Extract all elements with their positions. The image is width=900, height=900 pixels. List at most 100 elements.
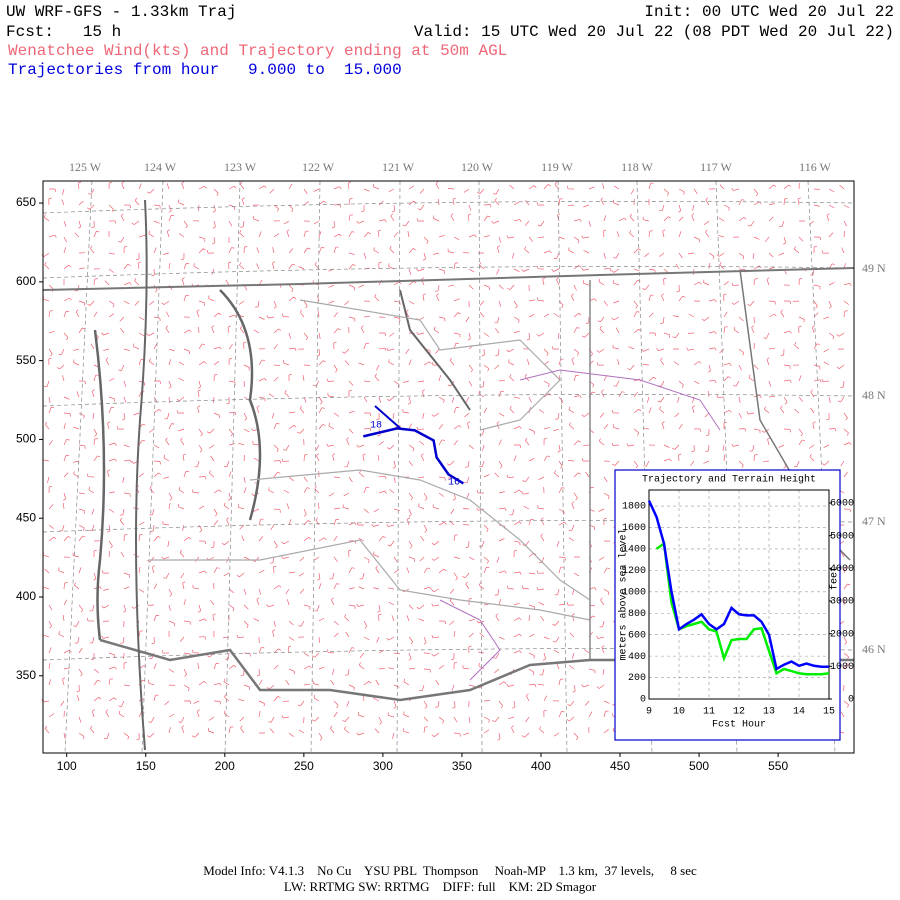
y2-tick-label: 5000 (830, 531, 854, 542)
trajectory-label: 18 (370, 421, 382, 432)
trajectory-label: 16 (448, 478, 460, 489)
graticule (42, 394, 855, 407)
latitude-label: 49 N (862, 261, 886, 275)
longitude-label: 116 W (799, 160, 831, 174)
x-tick-label: 500 (689, 759, 709, 773)
x-tick-label: 150 (136, 759, 156, 773)
longitude-label: 120 W (461, 160, 494, 174)
plot-frame (648, 489, 830, 700)
y-tick-label: 1600 (622, 523, 646, 534)
boundary (150, 539, 591, 621)
inset-panel (614, 469, 841, 741)
longitude-label: 118 W (621, 160, 653, 174)
latitude-label: 47 N (862, 514, 886, 528)
longitude-label: 119 W (541, 160, 573, 174)
chart-title: Trajectory and Terrain Height (642, 474, 816, 486)
latitude-label: 48 N (862, 388, 886, 402)
longitude-label: 123 W (224, 160, 257, 174)
boundary (399, 289, 471, 411)
y-tick-label: 800 (628, 609, 646, 620)
y2-tick-label: 6000 (830, 499, 854, 510)
x-tick-label: 300 (373, 759, 393, 773)
graticule (224, 180, 241, 754)
y2-axis-label: feet (829, 566, 841, 590)
y-tick-label: 650 (16, 195, 36, 209)
x-tick-label: 450 (610, 759, 630, 773)
model-info: Model Info: V4.1.3 No Cu YSU PBL Thompso… (203, 863, 697, 878)
longitude-label: 124 W (144, 160, 177, 174)
longitude-label: 125 W (69, 160, 102, 174)
y-tick-label: 600 (628, 630, 646, 641)
y2-tick-label: 4000 (830, 564, 854, 575)
boundary (519, 369, 721, 431)
y-tick-label: 0 (640, 695, 646, 706)
graticule (478, 180, 483, 754)
x-tick-label: 13 (763, 707, 775, 718)
y-tick-label: 450 (16, 510, 36, 524)
x-tick-label: 12 (733, 707, 745, 718)
y-tick-label: 550 (16, 353, 36, 367)
graticule (310, 180, 321, 754)
series-line (655, 541, 830, 676)
wind-barb (374, 405, 401, 429)
y-tick-label: 1000 (622, 587, 646, 598)
longitude-label: 117 W (700, 160, 732, 174)
graticule (42, 201, 855, 214)
x-tick-label: 11 (703, 707, 715, 718)
y-tick-label: 400 (16, 589, 36, 603)
boundary (99, 638, 854, 702)
boundary (42, 267, 855, 291)
y2-tick-label: 2000 (830, 629, 854, 640)
boundary (249, 469, 591, 601)
x-axis-label: Fcst Hour (712, 720, 766, 731)
field-description: Wenatchee Wind(kts) and Trajectory endin… (8, 42, 507, 60)
y-tick-label: 200 (628, 673, 646, 684)
x-tick-label: 15 (823, 707, 835, 718)
boundary (135, 199, 148, 751)
trajectory-hours: Trajectories from hour 9.000 to 15.000 (8, 61, 402, 79)
map-frame (42, 180, 855, 754)
x-tick-label: 250 (294, 759, 314, 773)
y-tick-label: 400 (628, 652, 646, 663)
x-tick-label: 14 (793, 707, 805, 718)
y-axis-label: meters above sea level (618, 528, 630, 660)
y-tick-label: 1800 (622, 502, 646, 513)
y2-tick-label: 3000 (830, 597, 854, 608)
y-tick-label: 600 (16, 274, 36, 288)
series-line (647, 500, 829, 671)
y-tick-label: 500 (16, 432, 36, 446)
y2-tick-label: 1000 (830, 662, 854, 673)
x-tick-label: 200 (215, 759, 235, 773)
boundary (93, 329, 106, 641)
init-time: Init: 00 UTC Wed 20 Jul 22 (644, 3, 894, 21)
y2-tick-label: 0 (848, 695, 854, 706)
longitude-label: 122 W (302, 160, 335, 174)
trajectory (363, 427, 465, 485)
y-tick-label: 350 (16, 668, 36, 682)
x-tick-label: 350 (452, 759, 472, 773)
x-tick-label: 400 (531, 759, 551, 773)
boundary (299, 299, 561, 431)
graticule (64, 180, 93, 754)
graticule (141, 180, 164, 754)
latitude-label: 46 N (862, 642, 886, 656)
longitude-label: 121 W (382, 160, 415, 174)
x-tick-label: 550 (768, 759, 788, 773)
x-tick-label: 9 (646, 707, 652, 718)
model-info: LW: RRTMG SW: RRTMG DIFF: full KM: 2D Sm… (284, 879, 597, 894)
wind-barbs (41, 181, 852, 741)
y-tick-label: 1200 (622, 566, 646, 577)
x-tick-label: 10 (673, 707, 685, 718)
valid-time: Valid: 15 UTC Wed 20 Jul 22 (08 PDT Wed … (414, 23, 894, 41)
map: 100 150 200 250 300 350 400 450 500 5503504004505… (16, 160, 886, 773)
graticule (396, 180, 401, 754)
boundary (439, 599, 501, 681)
forecast-hour: Fcst: 15 h (6, 23, 121, 41)
y-tick-label: 1400 (622, 545, 646, 556)
title: UW WRF-GFS - 1.33km Traj (6, 3, 236, 21)
graticule (557, 180, 568, 754)
graticule (42, 266, 855, 279)
x-tick-label: 100 (57, 759, 77, 773)
